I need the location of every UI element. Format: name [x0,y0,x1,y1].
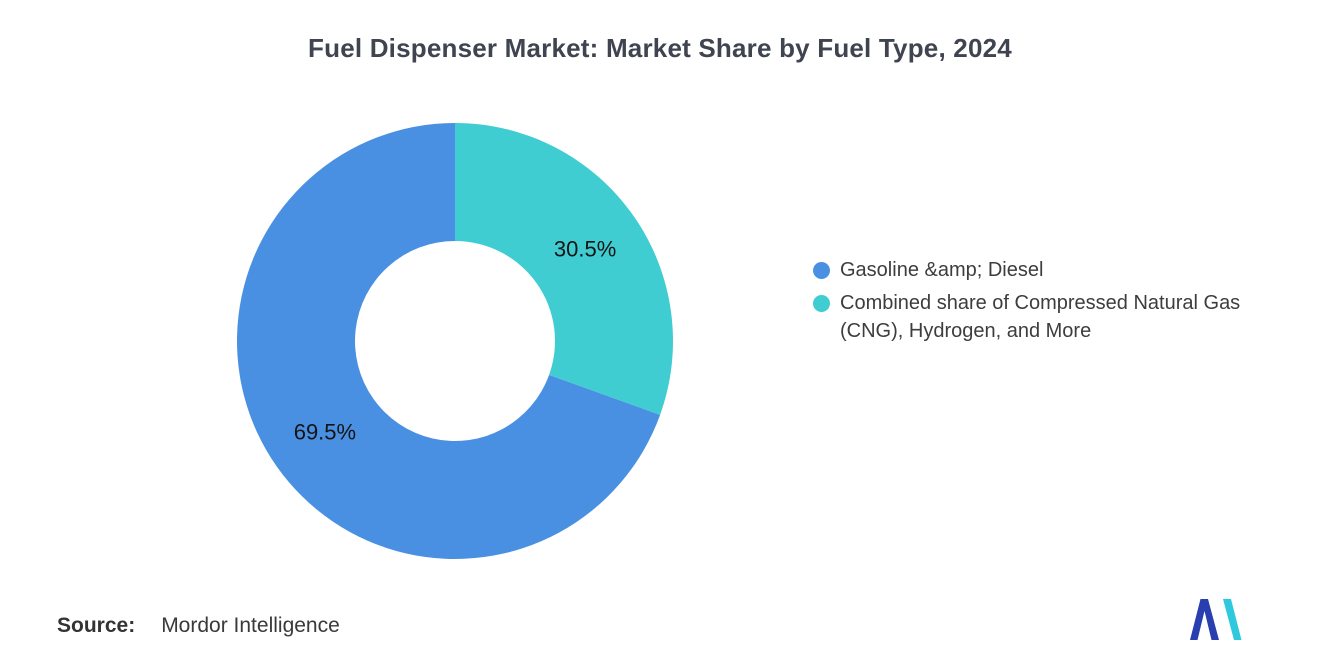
source-value: Mordor Intelligence [161,614,340,637]
slice-data-label: 69.5% [294,419,356,444]
legend-swatch-cng-hydrogen [813,295,830,312]
logo-right-mark [1223,599,1242,640]
legend-item-gasoline-diesel[interactable]: Gasoline &amp; Diesel [813,256,1295,284]
legend-label-gasoline-diesel: Gasoline &amp; Diesel [840,259,1044,281]
mordor-intelligence-logo [1190,599,1242,640]
slice-data-label: 30.5% [554,237,616,262]
source-line: Source: Mordor Intelligence [57,614,340,638]
logo-left-mark [1190,599,1219,640]
legend-item-cng-hydrogen[interactable]: Combined share of Compressed Natural Gas… [813,289,1295,345]
donut-slice[interactable] [455,123,673,415]
source-label: Source: [57,614,136,637]
chart-legend: Gasoline &amp; Diesel Combined share of … [813,256,1295,350]
legend-swatch-gasoline-diesel [813,262,830,279]
donut-slice[interactable] [236,123,661,559]
chart-title: Fuel Dispenser Market: Market Share by F… [308,33,1012,63]
donut-chart: 69.5% 30.5% [236,123,673,559]
legend-label-cng-hydrogen: Combined share of Compressed Natural Gas… [840,292,1241,342]
